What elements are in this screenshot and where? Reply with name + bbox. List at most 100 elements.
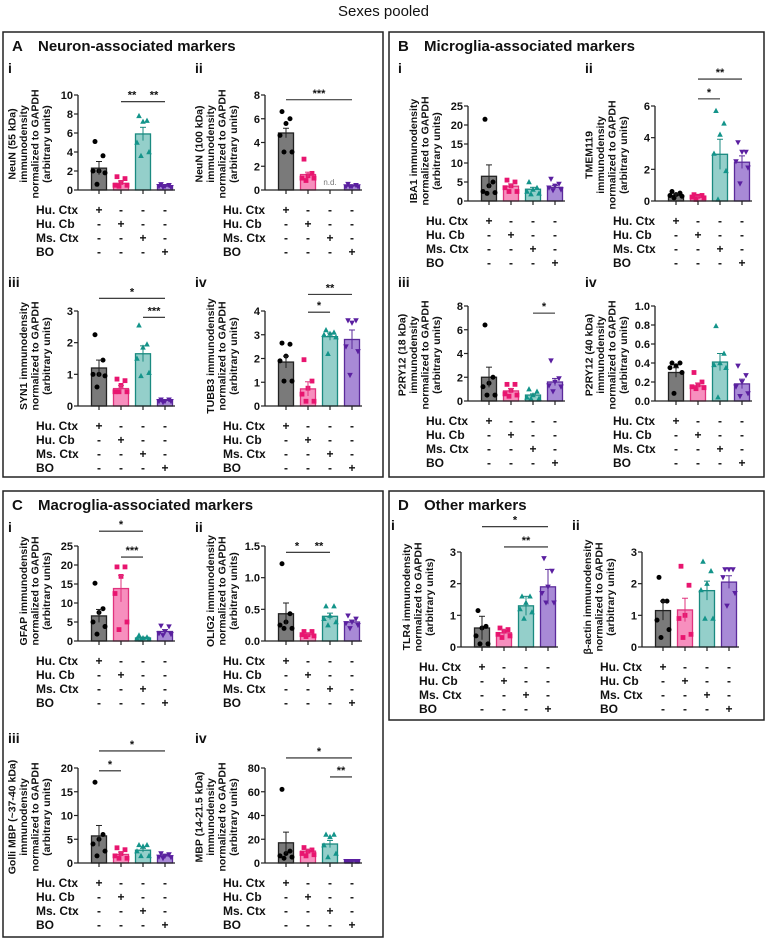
y-tick-label: 25: [451, 101, 463, 113]
data-point: [345, 318, 351, 324]
y-axis-title-line: immunodensity: [595, 116, 607, 194]
condition-sign: -: [350, 890, 354, 904]
condition-label: BO: [426, 456, 444, 470]
significance-label: *: [542, 301, 547, 313]
y-axis-title-line: β-actin immunodensity: [582, 539, 594, 654]
data-point: [490, 179, 496, 185]
y-axis-title-line: normalized to GAPDH: [606, 100, 618, 209]
y-axis-title-line: OLIG2 immunodensity: [205, 535, 217, 647]
condition-sign: -: [696, 256, 700, 270]
condition-sign: -: [509, 242, 513, 256]
data-point: [277, 853, 283, 859]
y-axis-title-line: GFAP immunodensity: [18, 536, 30, 645]
y-tick-label: 0.0: [635, 396, 650, 408]
subplot-label: ii: [195, 60, 203, 76]
condition-sign: -: [119, 876, 123, 890]
condition-sign: +: [672, 414, 679, 428]
condition-sign: -: [350, 217, 354, 231]
data-point: [289, 149, 295, 155]
condition-sign: -: [163, 904, 167, 918]
data-point: [331, 603, 337, 609]
chart-a-iii: iii SYN1 immunodensity normalized to GAPDH…: [8, 274, 175, 475]
condition-sign: -: [306, 918, 310, 932]
data-point: [333, 334, 339, 340]
y-axis-title-line: normalized to GAPDH: [593, 542, 605, 651]
data-point: [528, 191, 534, 197]
condition-sign: -: [306, 682, 310, 696]
data-point: [144, 841, 150, 848]
subplot-label: ii: [585, 60, 593, 76]
data-point: [723, 364, 729, 370]
data-point: [90, 619, 96, 625]
condition-sign: +: [139, 904, 146, 918]
condition-label: Hu. Cb: [223, 217, 262, 231]
data-point: [698, 587, 704, 593]
data-point: [473, 633, 479, 639]
condition-label: Hu. Cb: [613, 428, 652, 442]
data-point: [677, 360, 683, 366]
data-point: [343, 184, 349, 190]
data-point: [505, 627, 511, 632]
data-point: [114, 845, 120, 851]
condition-sign: +: [95, 203, 102, 217]
y-axis-title-line: SYN1 immunodensity: [18, 302, 30, 410]
data-point: [301, 156, 307, 162]
condition-label: Ms. Ctx: [223, 904, 266, 918]
condition-sign: -: [141, 696, 145, 710]
chart-d-ii: iiβ-actin immunodensity normalized to GAP…: [572, 517, 739, 716]
condition-sign: -: [328, 203, 332, 217]
data-point: [502, 185, 508, 191]
condition-sign: -: [683, 688, 687, 702]
condition-sign: +: [282, 419, 289, 433]
data-point: [536, 395, 542, 401]
data-point: [721, 350, 727, 356]
condition-sign: +: [282, 203, 289, 217]
data-point: [720, 575, 726, 581]
condition-sign: -: [163, 890, 167, 904]
data-point: [301, 629, 307, 634]
data-point: [482, 116, 488, 122]
y-tick-label: 0: [254, 858, 260, 870]
data-point: [134, 635, 140, 641]
data-point: [156, 854, 162, 860]
data-point: [331, 831, 337, 837]
condition-sign: -: [546, 660, 550, 674]
data-point: [708, 568, 714, 574]
condition-sign: +: [551, 256, 558, 270]
condition-sign: -: [350, 682, 354, 696]
data-point: [160, 633, 166, 639]
y-tick-label: 2: [67, 338, 73, 350]
condition-sign: -: [163, 447, 167, 461]
y-tick-label: 0: [450, 642, 456, 654]
data-point: [309, 629, 315, 634]
condition-sign: -: [141, 918, 145, 932]
data-point: [325, 622, 331, 628]
condition-sign: +: [703, 688, 710, 702]
condition-sign: -: [119, 918, 123, 932]
data-point: [691, 370, 697, 375]
condition-sign: -: [718, 428, 722, 442]
condition-sign: -: [531, 228, 535, 242]
condition-sign: -: [531, 414, 535, 428]
condition-sign: -: [284, 447, 288, 461]
y-tick-label: 2: [254, 161, 260, 173]
y-axis-title-line: immunodensity: [408, 316, 420, 394]
data-point: [550, 389, 556, 395]
significance-label: *: [317, 300, 322, 312]
y-axis-title-line: (arbitrary units): [41, 105, 53, 183]
y-tick-label: 2: [644, 164, 650, 176]
condition-label: BO: [36, 245, 54, 259]
condition-sign: +: [117, 433, 124, 447]
data-point: [485, 641, 491, 647]
data-point: [664, 598, 670, 604]
condition-sign: -: [509, 214, 513, 228]
data-point: [100, 153, 106, 159]
data-point: [711, 361, 717, 368]
chart-d-i: i TLR4 immunodensity normalized to GAPDH (a…: [391, 515, 558, 716]
y-tick-label: 3: [631, 547, 637, 559]
condition-sign: +: [326, 231, 333, 245]
condition-sign: -: [119, 461, 123, 475]
y-tick-label: 1.5: [245, 541, 260, 553]
condition-sign: -: [546, 674, 550, 688]
significance-label: **: [315, 540, 324, 552]
